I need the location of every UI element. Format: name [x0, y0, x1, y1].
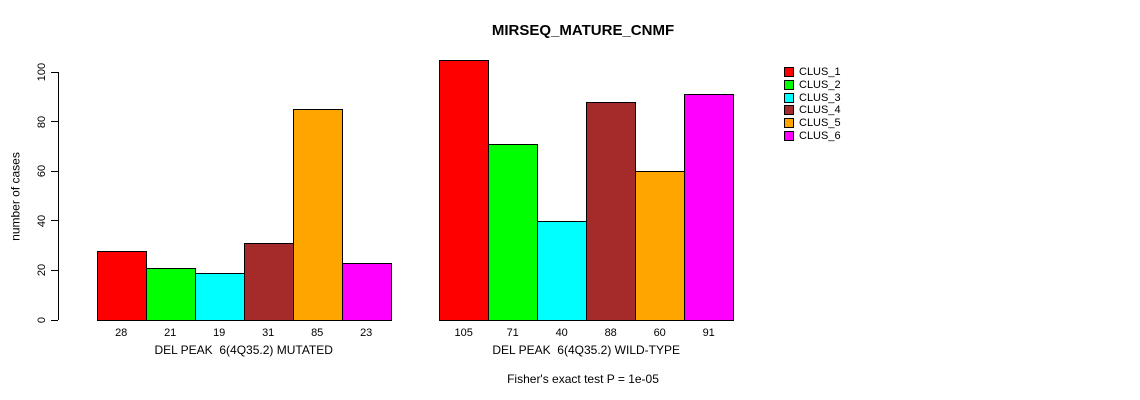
y-tick-label: 0: [36, 316, 48, 324]
bar-value-label: 28: [115, 327, 128, 339]
bar: [341, 262, 392, 321]
bar: [145, 267, 196, 321]
legend-swatch: [784, 130, 794, 141]
group-label: DEL PEAK 6(4Q35.2) MUTATED: [154, 343, 333, 357]
bar-value-label: 60: [653, 327, 666, 339]
bar: [635, 171, 686, 321]
y-tick: [51, 121, 58, 123]
y-tick: [51, 220, 58, 222]
bar-value-label: 19: [213, 327, 226, 339]
bar-value-label: 91: [702, 327, 715, 339]
bar: [194, 272, 245, 321]
group-label: DEL PEAK 6(4Q35.2) WILD-TYPE: [492, 343, 680, 357]
y-axis-line: [58, 72, 59, 320]
y-tick-label: 60: [36, 165, 48, 178]
bar-value-label: 40: [555, 327, 568, 339]
y-tick-label: 80: [36, 115, 48, 128]
legend-label: CLUS_6: [799, 129, 841, 142]
y-tick: [51, 269, 58, 271]
bar: [537, 220, 588, 321]
bar-value-label: 71: [506, 327, 519, 339]
bar: [488, 143, 539, 321]
bar: [586, 101, 637, 321]
legend-label: CLUS_4: [799, 104, 841, 117]
legend-label: CLUS_3: [799, 91, 841, 104]
y-tick-label: 40: [36, 214, 48, 227]
legend-label: CLUS_5: [799, 116, 841, 129]
y-tick: [51, 71, 58, 73]
footnote-text: Fisher's exact test P = 1e-05: [507, 372, 659, 386]
y-tick: [51, 170, 58, 172]
legend-swatch: [784, 117, 794, 128]
y-tick-label: 20: [36, 264, 48, 277]
bar: [96, 250, 147, 321]
legend-swatch: [784, 105, 794, 116]
legend-swatch: [784, 67, 794, 78]
bar: [684, 94, 735, 321]
chart-title: MIRSEQ_MATURE_CNMF: [491, 22, 675, 39]
bar-value-label: 105: [454, 327, 473, 339]
bar-value-label: 85: [311, 327, 324, 339]
bar: [292, 109, 343, 321]
legend-label: CLUS_1: [799, 66, 841, 79]
legend-swatch: [784, 92, 794, 103]
bar-value-label: 23: [360, 327, 373, 339]
bar-value-label: 31: [262, 327, 275, 339]
bar-value-label: 88: [604, 327, 617, 339]
legend-swatch: [784, 79, 794, 90]
y-tick-label: 100: [36, 62, 48, 82]
bar: [243, 243, 294, 321]
legend-label: CLUS_2: [799, 78, 841, 91]
y-tick: [51, 319, 58, 321]
bar-value-label: 21: [164, 327, 177, 339]
bar: [439, 59, 490, 321]
